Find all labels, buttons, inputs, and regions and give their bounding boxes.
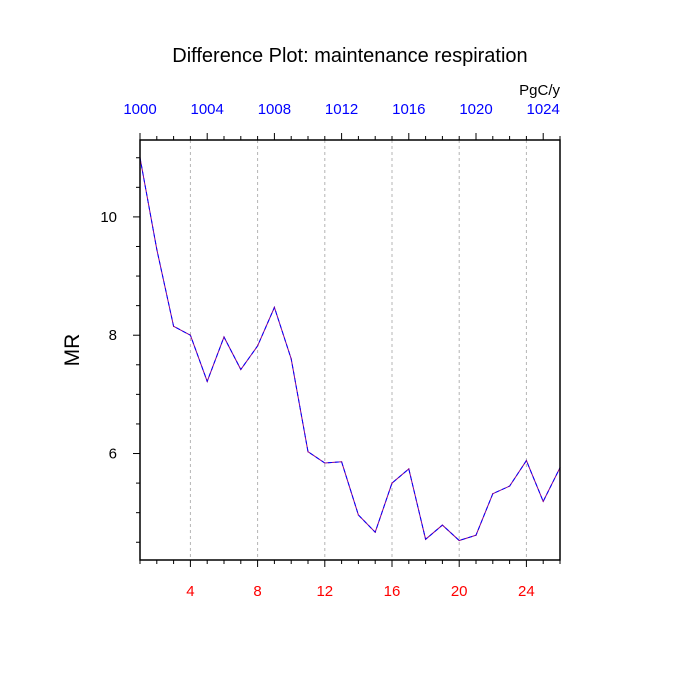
series-layer	[139, 157, 561, 542]
data-point	[408, 468, 410, 470]
x-tick-label-top: 1008	[258, 101, 291, 118]
axes: 4 8 12 16 20 24 1000 1004 1008 1012 1016 1020 1024 6 8…	[100, 101, 561, 600]
data-point	[257, 345, 259, 347]
data-point	[509, 485, 511, 487]
data-point	[156, 248, 158, 251]
x-tick-label-top: 1004	[191, 101, 224, 118]
chart-title: Difference Plot: maintenance respiration	[172, 45, 527, 67]
x-tick-label-top: 1020	[459, 101, 492, 118]
data-point	[324, 462, 326, 464]
data-point	[173, 325, 175, 327]
y-tick-label: 8	[109, 327, 117, 344]
units-label: PgC/y	[519, 82, 560, 99]
data-point	[542, 500, 544, 503]
y-tick-label: 10	[100, 209, 117, 226]
data-point	[458, 539, 460, 542]
data-point	[525, 460, 528, 462]
data-point	[290, 358, 292, 360]
x-tick-label-top: 1000	[123, 101, 156, 118]
data-point	[189, 334, 191, 336]
x-tick-label-bottom: 20	[451, 583, 468, 600]
y-tick-label: 6	[109, 446, 117, 463]
data-point	[357, 514, 359, 516]
data-point	[273, 306, 275, 309]
plot-frame	[139, 139, 561, 561]
x-tick-label-top: 1016	[392, 101, 425, 118]
data-point	[240, 368, 242, 371]
series-line	[139, 157, 561, 542]
series-line-dash	[139, 157, 561, 542]
data-point	[206, 380, 208, 382]
data-point	[374, 531, 376, 533]
x-tick-label-bottom: 8	[253, 583, 261, 600]
grid-lines	[189, 140, 527, 560]
data-point	[341, 461, 343, 463]
data-point	[475, 534, 477, 536]
data-point	[223, 336, 225, 338]
x-tick-label-bottom: 12	[316, 583, 333, 600]
x-tick-label-top: 1024	[527, 101, 560, 118]
x-tick-label-top: 1012	[325, 101, 358, 118]
data-point	[307, 451, 309, 453]
x-tick-label-bottom: 4	[186, 583, 194, 600]
x-tick-label-bottom: 24	[518, 583, 535, 600]
y-axis-label: MR	[61, 334, 84, 367]
data-point	[425, 538, 427, 540]
x-tick-label-bottom: 16	[384, 583, 401, 600]
data-point	[492, 493, 494, 495]
data-point	[391, 482, 393, 484]
data-point	[441, 524, 443, 526]
